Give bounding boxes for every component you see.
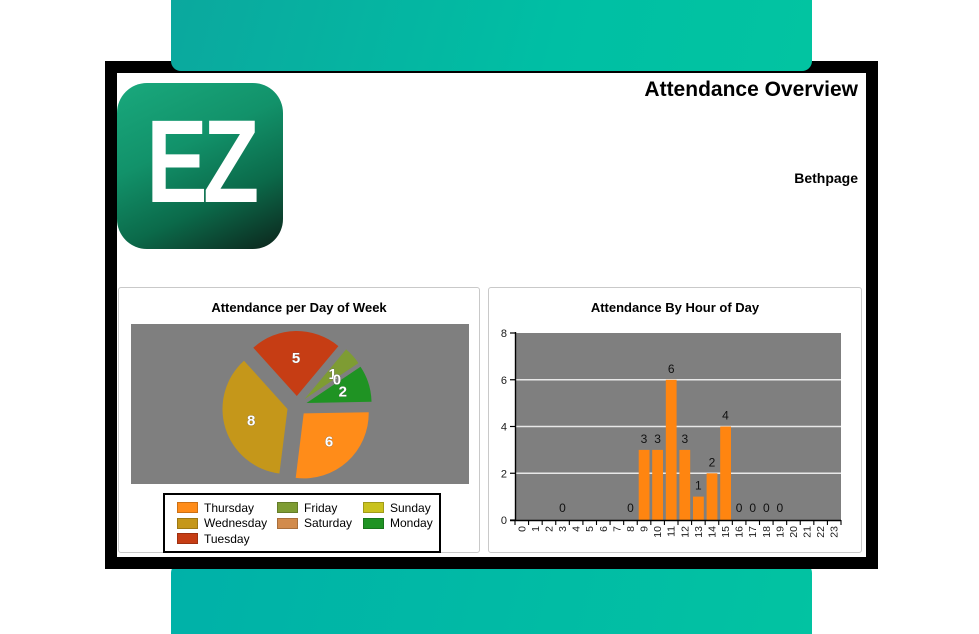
bar-hour-10 [652,449,663,520]
pie-slice-monday [306,366,372,403]
legend-item-monday: Monday [363,516,439,530]
y-tick-label: 2 [501,468,507,480]
y-tick-label: 0 [501,515,507,527]
legend-swatch [363,502,384,514]
legend-item-saturday: Saturday [277,516,363,530]
pie-slice-tuesday [253,331,339,396]
pie-slice-friday [304,349,359,400]
pie-chart-title: Attendance per Day of Week [211,300,387,315]
legend-item-thursday: Thursday [177,501,277,515]
bar-hour-13 [693,496,704,520]
x-tick-label: 9 [639,526,651,532]
pie-value-label: 0 [333,371,341,388]
x-tick-label: 15 [720,526,732,538]
x-tick-label: 5 [584,526,596,532]
x-tick-label: 3 [557,526,569,532]
pie-value-label: 1 [329,366,337,383]
ez-logo: EZ [117,83,283,249]
bar-value-label: 0 [627,501,634,515]
legend-item-sunday: Sunday [363,501,439,515]
legend-swatch [177,533,198,545]
bar-chart-title: Attendance By Hour of Day [590,300,760,315]
bar-value-label: 3 [641,432,648,446]
x-tick-label: 8 [625,526,637,532]
pie-legend: Thursday Friday Sunday Wednesday Saturday Mon… [163,493,441,553]
x-tick-label: 21 [802,526,814,538]
x-tick-label: 20 [788,526,800,538]
legend-item-tuesday: Tuesday [177,532,277,546]
x-tick-label: 19 [774,526,786,538]
bar-hour-11 [665,379,677,521]
x-tick-label: 14 [707,526,719,538]
bar-value-label: 3 [654,432,661,446]
report-card: EZ Attendance Overview Bethpage Attendan… [105,61,878,569]
bar-value-label: 2 [709,455,716,469]
bar-value-label: 0 [763,501,770,515]
location-label: Bethpage [794,170,858,186]
pie-value-label: 8 [247,412,255,429]
legend-label: Wednesday [204,516,268,531]
y-tick-label: 6 [501,375,507,387]
bar-value-label: 6 [668,362,675,376]
pie-value-label: 6 [325,434,333,451]
legend-label: Tuesday [204,531,250,546]
bar-hour-12 [679,449,691,520]
page-title: Attendance Overview [644,78,858,101]
legend-label: Monday [390,516,433,531]
x-tick-label: 7 [611,526,623,532]
x-tick-label: 6 [598,526,610,532]
x-tick-label: 0 [516,526,528,532]
y-tick-label: 4 [501,422,507,434]
x-tick-label: 1 [530,526,542,532]
legend-item-wednesday: Wednesday [177,516,277,530]
x-tick-label: 22 [815,526,827,538]
legend-swatch [277,502,298,514]
bar-value-label: 0 [736,501,743,515]
x-tick-label: 23 [829,526,841,538]
legend-item-friday: Friday [277,501,363,515]
bar-value-label: 1 [695,479,702,493]
pie-value-label: 0 [333,371,341,388]
bar-value-label: 4 [722,409,729,423]
x-tick-label: 2 [544,526,556,532]
legend-swatch [177,502,198,514]
legend-label: Thursday [204,500,255,515]
legend-label: Sunday [390,500,431,515]
bar-hour-15 [720,426,731,520]
y-tick-label: 8 [501,328,507,340]
teal-accent-band-bottom [171,563,812,634]
bar-value-label: 0 [749,501,756,515]
legend-swatch [177,517,198,529]
x-tick-label: 18 [761,526,773,538]
legend-swatch [277,517,298,529]
x-tick-label: 4 [571,526,583,532]
bar-hour-9 [638,449,650,520]
pie-slice-wednesday [222,360,288,474]
x-tick-label: 17 [747,526,759,538]
x-tick-label: 13 [693,526,705,538]
bar-value-label: 0 [777,501,784,515]
bar-value-label: 0 [559,501,566,515]
bar-hour-14 [706,473,718,521]
x-tick-label: 10 [652,526,664,538]
teal-accent-band-top [171,0,812,71]
pie-slice-thursday [295,412,369,479]
legend-swatch [363,517,384,529]
bar-value-label: 3 [681,432,688,446]
x-tick-label: 16 [734,526,746,538]
pie-value-label: 2 [339,384,347,401]
legend-label: Friday [304,500,338,515]
x-tick-label: 12 [679,526,691,538]
legend-label: Saturday [304,516,353,531]
ez-logo-text: EZ [145,96,259,228]
pie-value-label: 5 [292,350,300,367]
x-tick-label: 11 [666,526,678,537]
